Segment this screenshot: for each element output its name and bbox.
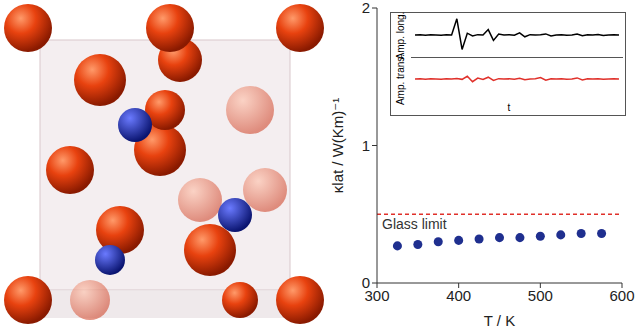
svg-text:T / K: T / K	[484, 312, 515, 329]
svg-text:1: 1	[362, 137, 370, 154]
svg-text:500: 500	[528, 287, 553, 304]
html-text:Amp. trans.: Amp. trans.	[395, 53, 407, 105]
html-text:Amp. long.: Amp. long.	[395, 11, 407, 59]
svg-text:Glass limit: Glass limit	[382, 216, 447, 232]
svg-text:0: 0	[362, 274, 370, 291]
html-text:t: t	[507, 102, 511, 113]
svg-text:400: 400	[446, 287, 471, 304]
svg-text:300: 300	[364, 286, 390, 304]
svg-text:2: 2	[362, 0, 370, 16]
svg-text:κlat / W(Km)⁻¹: κlat / W(Km)⁻¹	[330, 98, 346, 193]
svg-text:600: 600	[609, 287, 634, 304]
